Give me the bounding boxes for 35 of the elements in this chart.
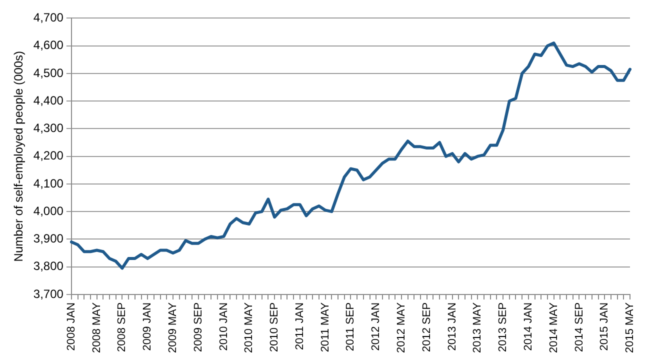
x-tick-label: 2009 SEP: [192, 302, 204, 352]
x-tick-label: 2012 SEP: [420, 302, 433, 352]
x-tick-label: 2011 MAY: [319, 302, 332, 352]
x-tick-label: 2014 SEP: [573, 302, 586, 352]
x-tick-label: 2012 JAN: [370, 302, 382, 351]
x-tick-label: 2014 MAY: [548, 302, 560, 354]
x-tick-label: 2008 MAY: [90, 302, 103, 354]
x-tick-label: 2010 JAN: [218, 302, 230, 351]
y-tick-label: 4,700: [33, 10, 64, 25]
y-tick-label: 4,400: [33, 93, 64, 108]
x-tick-label: 2014 JAN: [522, 302, 534, 351]
x-tick-label: 2008 SEP: [116, 302, 128, 352]
x-tick-label: 2013 MAY: [472, 302, 484, 354]
y-tick-label: 4,300: [33, 121, 64, 136]
x-tick-label: 2010 SEP: [268, 302, 281, 352]
y-axis-title: Number of self-employed people (000s): [12, 50, 26, 262]
y-tick-label: 3,700: [33, 286, 64, 301]
y-tick-label: 4,200: [33, 148, 64, 163]
x-tick-label: 2009 JAN: [142, 302, 154, 351]
y-tick-label: 3,800: [33, 259, 64, 274]
x-tick-label: 2009 MAY: [167, 302, 180, 354]
y-tick-label: 3,900: [33, 232, 64, 246]
x-tick-label: 2015 MAY: [624, 302, 636, 354]
x-tick-label: 2008 JAN: [65, 302, 78, 351]
x-tick-label: 2013 JAN: [446, 302, 458, 351]
x-tick-label: 2012 MAY: [396, 302, 408, 354]
y-tick-label: 4,600: [33, 38, 64, 52]
x-tick-label: 2011 JAN: [294, 302, 306, 350]
x-tick-label: 2010 MAY: [243, 302, 256, 354]
y-tick-label: 4,100: [33, 176, 64, 190]
y-tick-label: 4,000: [33, 204, 64, 218]
x-tick-label: 2013 SEP: [497, 302, 510, 352]
y-tick-label: 4,500: [33, 66, 64, 80]
x-tick-label: 2011 SEP: [344, 302, 357, 352]
x-tick-label: 2015 JAN: [598, 302, 611, 351]
